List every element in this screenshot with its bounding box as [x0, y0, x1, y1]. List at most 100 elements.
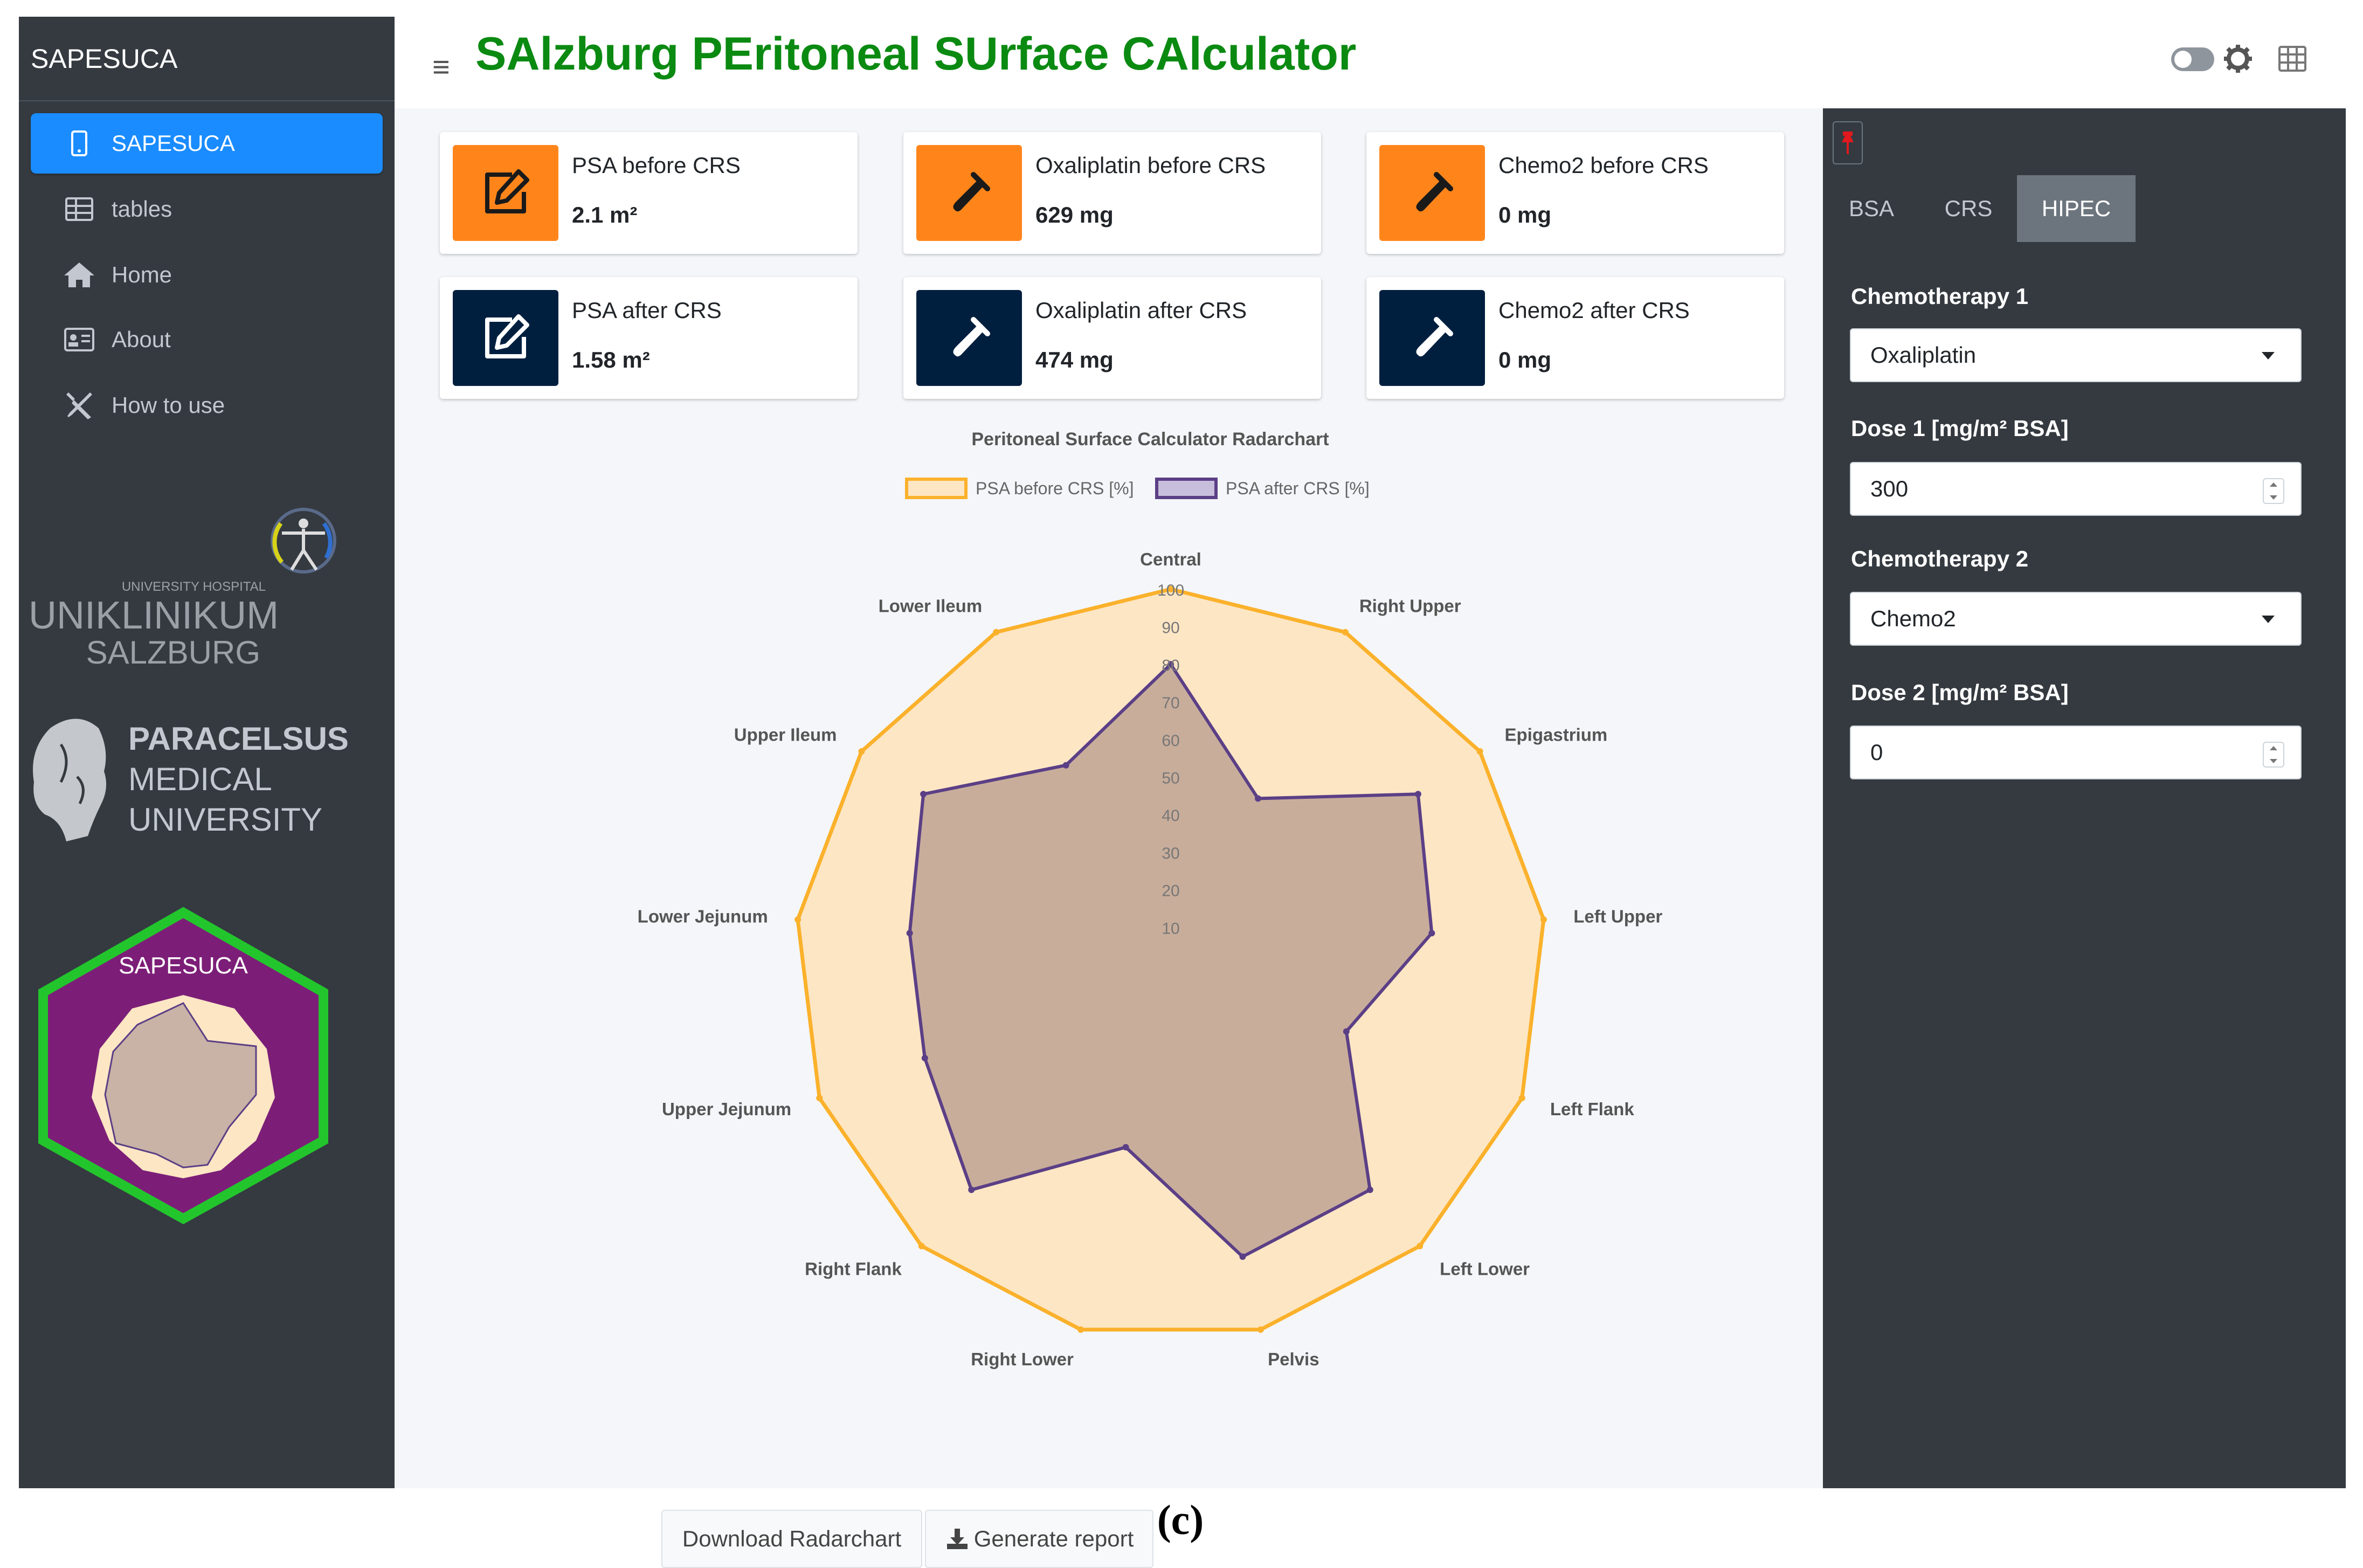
generate-report-button[interactable]: Generate report — [925, 1510, 1153, 1568]
tools-icon — [60, 392, 98, 419]
tab-hipec[interactable]: HIPEC — [2017, 175, 2136, 242]
radar-tick-label: 80 — [1162, 657, 1179, 674]
radar-tick-label: 90 — [1162, 619, 1179, 637]
radar-point — [1167, 661, 1174, 668]
dark-mode-toggle[interactable] — [2171, 47, 2214, 71]
dose2-label: Dose 2 [mg/m² BSA] — [1851, 680, 2069, 705]
table-grid-icon[interactable] — [2278, 45, 2306, 73]
radar-point — [993, 628, 1000, 636]
tablet-icon — [60, 130, 98, 157]
radar-point — [1428, 930, 1435, 937]
header: ≡ SAlzburg PEritoneal SUrface CAlculator — [395, 17, 2346, 108]
sidebar-item-sapesuca[interactable]: SAPESUCA — [31, 113, 383, 174]
info-box-oxaliplatin-before: Oxaliplatin before CRS 629 mg — [903, 132, 1321, 254]
legend-label-before: PSA before CRS [%] — [976, 479, 1134, 498]
radar-category-label: Central — [1140, 549, 1201, 569]
info-box-label: PSA after CRS — [572, 298, 722, 323]
pmu-logo: PARACELSUS MEDICAL UNIVERSITY — [33, 719, 349, 841]
radar-point — [1342, 628, 1349, 636]
chemo2-select[interactable]: Chemo2 — [1850, 592, 2302, 646]
radar-point — [1343, 1028, 1350, 1035]
sidebar-item-about[interactable]: About — [31, 309, 383, 370]
sidebar-item-home[interactable]: Home — [31, 245, 383, 305]
radar-point — [1414, 791, 1421, 798]
radar-tick-label: 50 — [1162, 770, 1179, 788]
radar-category-label: Right Lower — [971, 1349, 1074, 1369]
radar-category-label: Epigastrium — [1505, 724, 1608, 744]
radar-category-label: Left Upper — [1573, 906, 1662, 926]
gear-icon[interactable] — [2222, 43, 2254, 75]
radar-point — [968, 1186, 975, 1193]
syringe-icon — [1379, 290, 1485, 386]
radar-point — [1417, 1242, 1424, 1249]
radar-category-label: Left Lower — [1440, 1259, 1530, 1279]
radar-category-label: Lower Jejunum — [638, 906, 768, 926]
info-box-value: 1.58 m² — [572, 347, 650, 372]
info-box-label: Oxaliplatin before CRS — [1035, 153, 1266, 178]
edit-icon — [453, 145, 558, 241]
sidebar-item-label: tables — [112, 196, 172, 222]
sidebar-item-label: SAPESUCA — [112, 130, 235, 156]
syringe-icon — [916, 290, 1022, 386]
radar-point — [920, 791, 927, 798]
radar-tick-label: 10 — [1162, 920, 1179, 937]
uniklinikum-line1: UNIKLINIKUM — [29, 594, 279, 637]
info-box-value: 629 mg — [1035, 202, 1114, 227]
home-icon — [60, 261, 98, 288]
sidebar-item-tables[interactable]: tables — [31, 179, 383, 239]
radar-point — [858, 748, 865, 755]
uniklinikum-line2: SALZBURG — [86, 634, 260, 671]
info-box-psa-after: PSA after CRS 1.58 m² — [440, 277, 858, 399]
info-box-value: 0 mg — [1498, 347, 1552, 372]
dose1-input[interactable]: 300 — [1850, 462, 2302, 516]
info-box-chemo2-before: Chemo2 before CRS 0 mg — [1366, 132, 1784, 254]
download-icon — [946, 1529, 968, 1549]
radar-tick-label: 100 — [1157, 582, 1184, 599]
info-box-label: Oxaliplatin after CRS — [1035, 298, 1247, 323]
info-box-label: PSA before CRS — [572, 153, 741, 178]
dose2-input[interactable]: 0 — [1850, 726, 2302, 779]
legend-label-after: PSA after CRS [%] — [1226, 479, 1370, 498]
radar-tick-label: 70 — [1162, 694, 1179, 712]
radar-point — [1077, 1326, 1084, 1333]
legend-swatch-after — [1155, 478, 1218, 499]
page-title: SAlzburg PEritoneal SUrface CAlculator — [475, 28, 1357, 80]
radar-point — [1122, 1144, 1129, 1151]
radar-point — [1257, 1326, 1264, 1333]
info-box-oxaliplatin-after: Oxaliplatin after CRS 474 mg — [903, 277, 1321, 399]
radar-tick-label: 30 — [1162, 845, 1179, 862]
radar-point — [1167, 586, 1174, 592]
brand-title[interactable]: SAPESUCA — [19, 17, 395, 101]
figure-caption: (c) — [1157, 1496, 1204, 1543]
radar-tick-label: 20 — [1162, 882, 1179, 900]
sidebar-item-label: How to use — [112, 392, 225, 418]
tab-crs[interactable]: CRS — [1944, 196, 1993, 221]
tab-bsa[interactable]: BSA — [1848, 196, 1895, 221]
sidebar-item-how-to-use[interactable]: How to use — [31, 375, 383, 436]
radar-point — [921, 1055, 928, 1062]
chemo2-label: Chemotherapy 2 — [1851, 546, 2029, 571]
radar-point — [816, 1095, 823, 1102]
radar-category-label: Pelvis — [1268, 1349, 1319, 1369]
chemo1-select[interactable]: Oxaliplatin — [1850, 328, 2302, 382]
id-card-icon — [60, 326, 98, 353]
info-box-value: 474 mg — [1035, 347, 1114, 372]
pmu-line2: MEDICAL — [128, 761, 272, 797]
download-radarchart-button[interactable]: Download Radarchart — [661, 1510, 922, 1568]
radar-point — [1540, 916, 1547, 923]
radar-point — [1239, 1253, 1246, 1260]
dose2-value: 0 — [1870, 740, 1883, 765]
radar-point — [1062, 762, 1069, 769]
edit-icon — [453, 290, 558, 386]
pin-icon[interactable] — [1833, 121, 1863, 164]
hamburger-menu-icon[interactable]: ≡ — [432, 50, 450, 84]
legend-swatch-before — [905, 478, 968, 499]
info-box-psa-before: PSA before CRS 2.1 m² — [440, 132, 858, 254]
number-stepper-icon[interactable] — [2263, 742, 2284, 768]
radar-category-label: Right Flank — [805, 1259, 902, 1279]
radar-category-label: Upper Jejunum — [662, 1099, 791, 1119]
radar-point — [1366, 1186, 1373, 1193]
radar-point — [1518, 1095, 1525, 1102]
pmu-line3: UNIVERSITY — [128, 802, 322, 838]
number-stepper-icon[interactable] — [2263, 478, 2284, 504]
